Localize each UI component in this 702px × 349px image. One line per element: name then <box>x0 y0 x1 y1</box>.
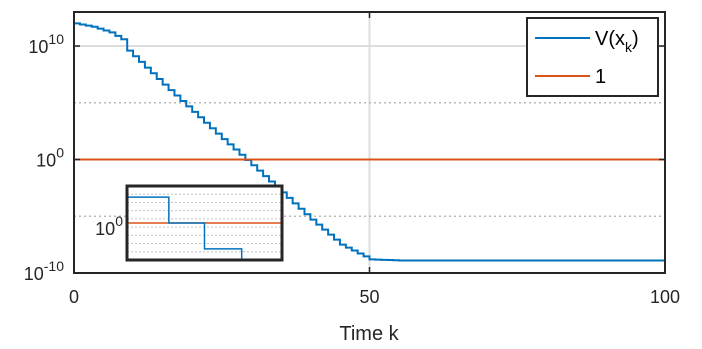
inset-y-tick-label: 100 <box>95 213 123 239</box>
x-axis-label: Time k <box>339 323 399 345</box>
series-layer <box>74 22 665 262</box>
tick-layer: 0 50 100 10-10 100 1010 <box>24 12 680 307</box>
legend-label-1: V(xk) <box>595 28 639 55</box>
series-line-1 <box>74 22 665 262</box>
y-tick-label: 100 <box>36 145 64 171</box>
legend-label-2: 1 <box>595 66 606 88</box>
y-tick-label: 10-10 <box>24 258 64 284</box>
y-tick-label: 1010 <box>28 31 64 57</box>
x-tick-label: 50 <box>359 287 379 307</box>
x-tick-label: 0 <box>69 287 79 307</box>
inset-series-1-line <box>127 196 243 260</box>
legend: V(xk) 1 <box>526 17 659 97</box>
legend-box <box>526 17 659 97</box>
inset-panel: 100 <box>95 184 284 262</box>
inset-frame <box>125 184 284 262</box>
x-tick-label: 100 <box>650 287 680 307</box>
